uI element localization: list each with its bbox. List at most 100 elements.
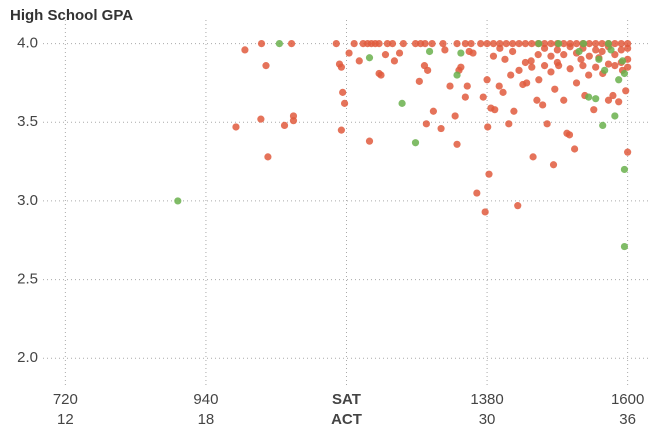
point [425,47,434,56]
point [547,68,555,76]
point [620,242,629,251]
point [280,121,289,130]
point [553,58,561,67]
point [598,47,606,56]
point [585,71,593,79]
point [411,39,420,48]
point [388,39,397,48]
point [429,107,437,115]
point [607,46,615,54]
point [457,49,465,57]
point [560,39,568,48]
point [609,91,617,100]
point [446,82,454,90]
point [483,76,491,84]
point [365,137,374,145]
point [262,62,270,70]
point [617,39,625,48]
point [453,140,461,148]
point [491,106,499,114]
point [515,66,523,74]
point [489,39,498,48]
point [241,46,249,54]
x-tick-label: 1600 [611,391,644,408]
point [415,77,423,85]
point [535,39,543,48]
point [484,123,492,131]
point [617,46,625,54]
point [585,93,593,101]
point [611,62,619,70]
point [398,99,406,107]
point [529,153,537,161]
point [566,65,574,73]
x-tick-label-2: 18 [198,411,215,428]
point [461,93,469,101]
x-tick-label-2: 36 [619,411,636,428]
point [592,95,600,103]
point [437,124,445,133]
point [592,46,600,54]
point [533,96,541,104]
point [257,39,266,48]
point [549,161,558,169]
point [534,51,542,59]
point [509,39,517,48]
point [481,208,489,216]
point [477,39,485,48]
point [264,153,272,161]
point [377,71,385,79]
point [539,101,547,109]
point [501,55,509,63]
point [496,44,504,52]
point [395,49,404,57]
point [575,47,583,56]
point [620,165,629,174]
point [439,39,447,48]
point [451,112,459,120]
point [485,170,493,178]
point [499,88,507,96]
point [424,66,432,74]
point [489,52,498,60]
point [622,87,630,95]
point [585,52,593,60]
point [337,126,345,134]
point [553,46,561,54]
point [355,57,363,65]
point [411,139,420,147]
point [473,189,481,197]
point [598,39,606,48]
x-tick-label: 940 [193,391,218,408]
point [515,39,523,48]
point [540,44,549,52]
point [528,63,536,71]
point [521,39,530,48]
point [535,76,543,84]
y-tick-label: 2.5 [17,271,38,288]
point [381,51,390,59]
point [390,57,399,65]
point [571,145,579,153]
point [383,39,391,48]
point [332,39,340,48]
point [502,39,510,48]
point [615,98,623,106]
point [547,52,555,60]
point [547,39,555,48]
y-tick-label: 3.5 [17,113,38,130]
point [461,39,469,48]
point [624,63,632,71]
point [620,69,629,78]
point [469,49,477,57]
point [421,39,429,48]
point [579,62,587,70]
point [523,79,531,87]
point [565,131,574,139]
point [585,39,593,48]
point [510,107,518,115]
point [483,39,491,48]
point [595,55,603,63]
point [528,39,536,48]
